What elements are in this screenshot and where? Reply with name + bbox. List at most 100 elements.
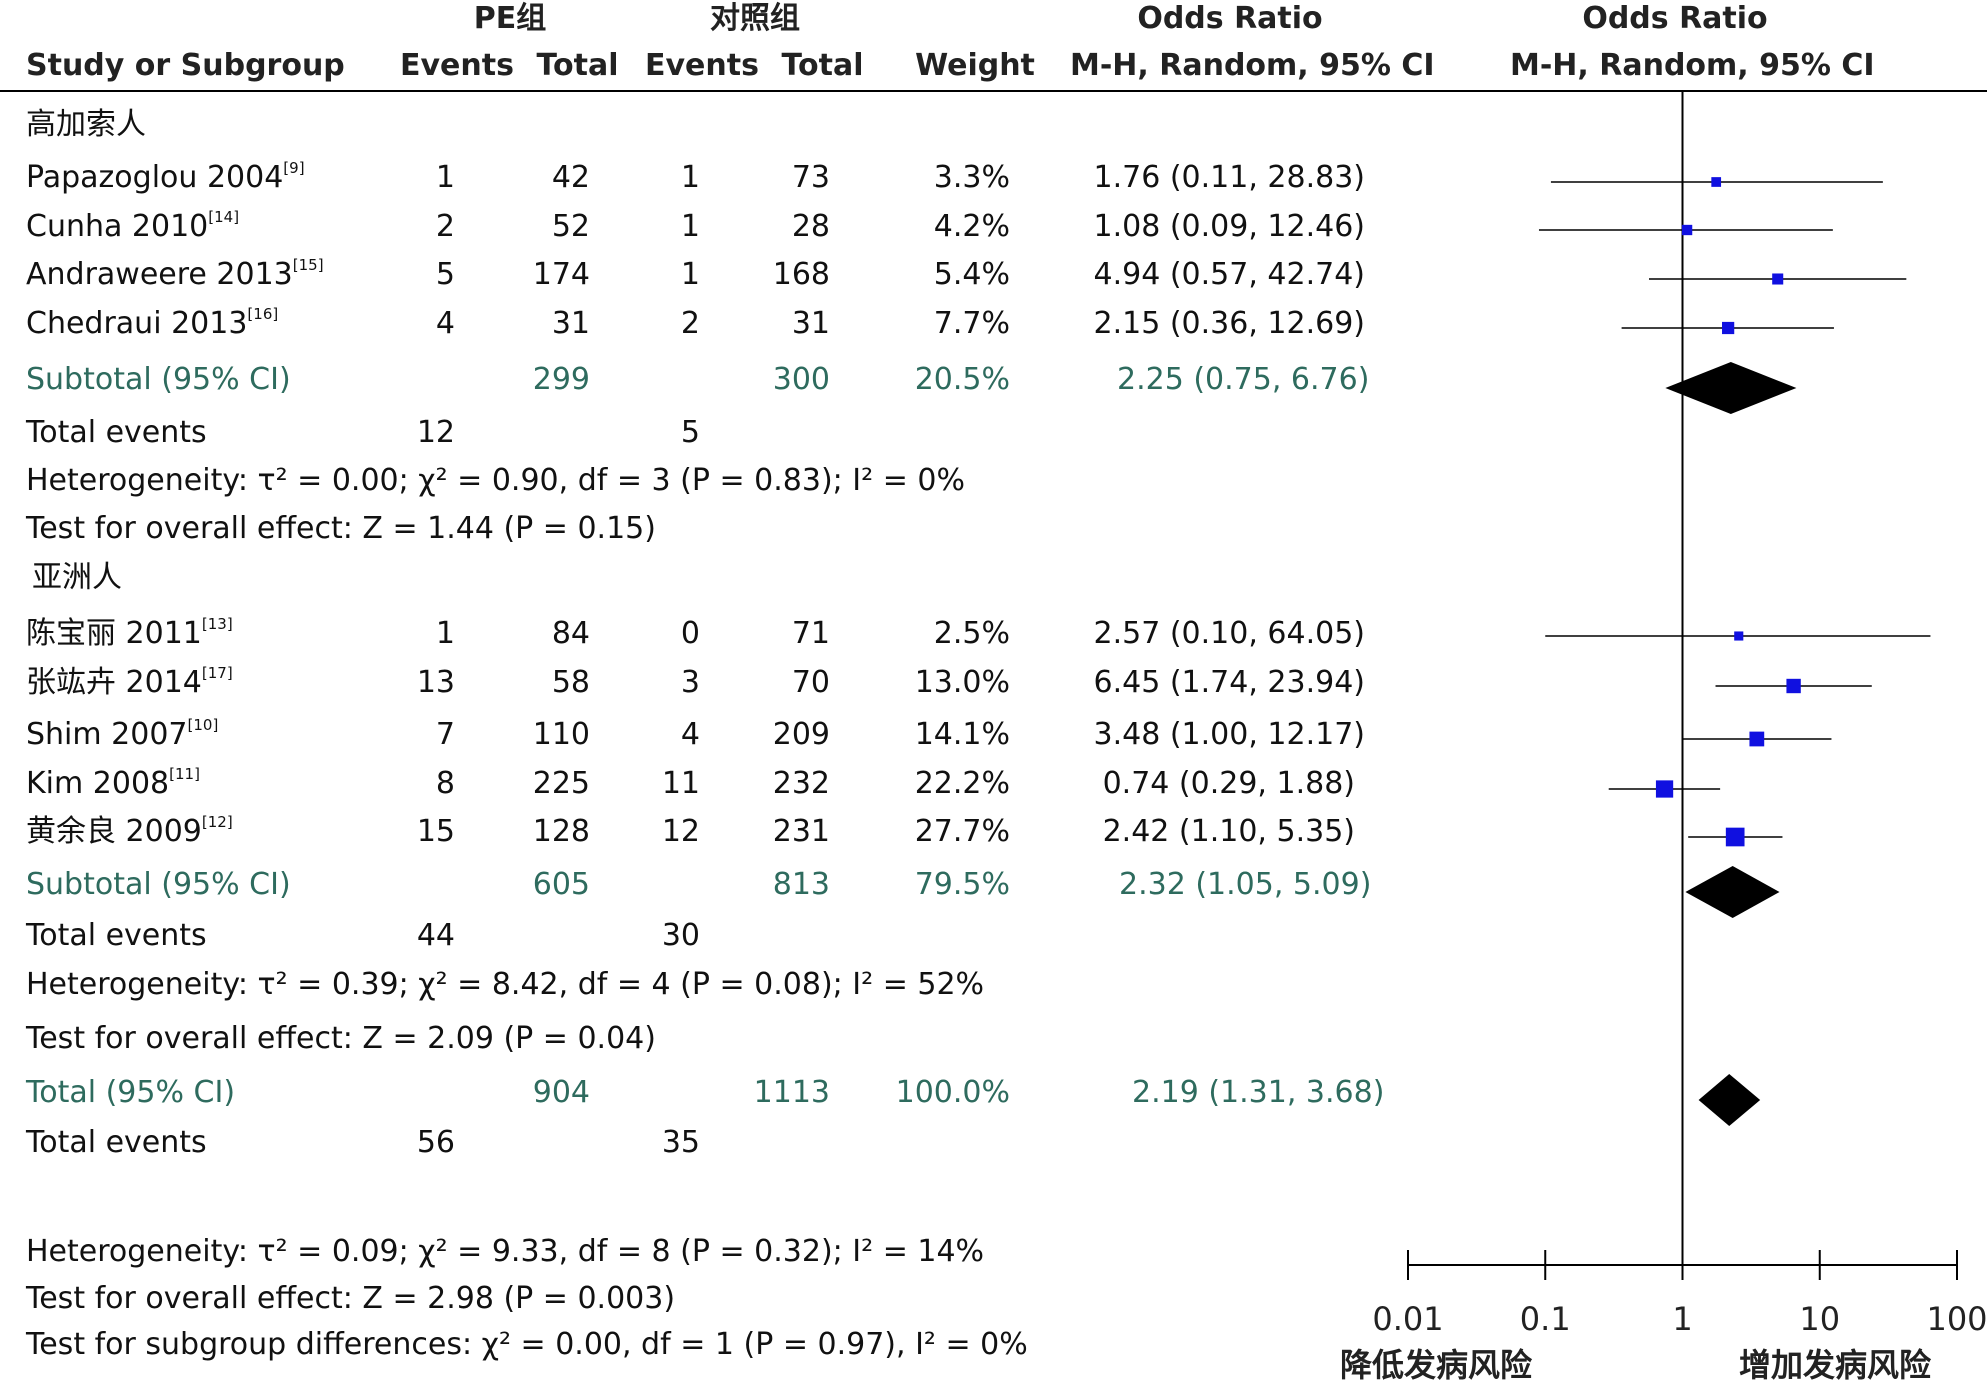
- events-control: 1: [680, 160, 700, 195]
- weight: 3.3%: [933, 160, 1010, 195]
- total-odds-ratio-ci: 2.19 (1.31, 3.68): [1132, 1075, 1385, 1110]
- study-label: Chedraui 2013[16]: [26, 305, 279, 341]
- events-control: 12: [661, 814, 700, 849]
- events-pe: 1: [435, 160, 455, 195]
- total-events-label: Total events: [26, 918, 207, 953]
- subgroup-title: 亚洲人: [32, 560, 122, 595]
- total-pe: 84: [551, 616, 590, 651]
- weight: 2.5%: [933, 616, 1010, 651]
- weight: 5.4%: [933, 257, 1010, 292]
- total-pe: 174: [532, 257, 590, 292]
- total-control: 73: [791, 160, 830, 195]
- study-label: Papazoglou 2004[9]: [26, 159, 305, 195]
- events-control: 0: [680, 616, 700, 651]
- events-control: 1: [680, 209, 700, 244]
- weight: 14.1%: [914, 717, 1010, 752]
- study-label: 陈宝丽 2011[13]: [26, 615, 233, 651]
- total-events-control: 30: [661, 918, 700, 953]
- control-group-header: 对照组: [710, 1, 800, 36]
- total2-header: Total: [781, 48, 864, 83]
- summary-diamond: [1698, 1074, 1761, 1126]
- events-control: 1: [680, 257, 700, 292]
- total-overall-effect-text: Test for overall effect: Z = 2.98 (P = 0…: [26, 1281, 676, 1316]
- total-control: 28: [791, 209, 830, 244]
- total-label: Total (95% CI): [26, 1075, 236, 1110]
- events-pe: 4: [435, 306, 455, 341]
- events-pe: 5: [435, 257, 455, 292]
- study-effect-marker: [1725, 827, 1745, 847]
- total-pe: 42: [551, 160, 590, 195]
- axis-right-label: 增加发病风险: [1739, 1346, 1932, 1382]
- subtotal-odds-ratio-ci: 2.32 (1.05, 5.09): [1119, 867, 1372, 902]
- weight: 4.2%: [933, 209, 1010, 244]
- odds-ratio-ci: 0.74 (0.29, 1.88): [1102, 766, 1355, 801]
- events-control: 4: [680, 717, 700, 752]
- total-events-label: Total events: [26, 1125, 207, 1160]
- total-control: 70: [791, 665, 830, 700]
- total-events-pe: 44: [416, 918, 455, 953]
- study-label: Kim 2008[11]: [26, 765, 200, 801]
- heterogeneity-text: Heterogeneity: τ² = 0.00; χ² = 0.90, df …: [26, 463, 965, 498]
- events-pe: 15: [416, 814, 455, 849]
- x-axis-tick-label: 0.1: [1520, 1300, 1571, 1338]
- study-label: Shim 2007[10]: [26, 716, 219, 752]
- events-pe: 7: [435, 717, 455, 752]
- total-events-control: 35: [661, 1125, 700, 1160]
- subtotal-total-control: 300: [772, 362, 830, 397]
- total-weight: 100.0%: [895, 1075, 1010, 1110]
- odds-ratio-ci: 4.94 (0.57, 42.74): [1093, 257, 1366, 292]
- total-control: 71: [791, 616, 830, 651]
- study-effect-marker: [1734, 631, 1744, 641]
- subtotal-label: Subtotal (95% CI): [26, 362, 291, 397]
- study-effect-marker: [1711, 177, 1722, 187]
- axis-left-label: 降低发病风险: [1340, 1346, 1533, 1382]
- total-events-pe: 12: [416, 415, 455, 450]
- study-label: Cunha 2010[14]: [26, 208, 240, 244]
- heterogeneity-text: Heterogeneity: τ² = 0.39; χ² = 8.42, df …: [26, 967, 985, 1002]
- summary-diamond: [1665, 362, 1797, 414]
- total-control: 31: [791, 306, 830, 341]
- total-control: 232: [772, 766, 830, 801]
- x-axis-tick-label: 10: [1799, 1300, 1840, 1338]
- subgroup-title: 高加索人: [26, 107, 146, 142]
- overall-effect-text: Test for overall effect: Z = 2.09 (P = 0…: [26, 1021, 656, 1056]
- subtotal-weight: 79.5%: [914, 867, 1010, 902]
- total-heterogeneity-text: Heterogeneity: τ² = 0.09; χ² = 9.33, df …: [26, 1234, 985, 1269]
- weight: 27.7%: [914, 814, 1010, 849]
- study-column-header: Study or Subgroup: [26, 48, 345, 83]
- weight: 13.0%: [914, 665, 1010, 700]
- subgroup-differences-text: Test for subgroup differences: χ² = 0.00…: [26, 1327, 1028, 1362]
- x-axis-tick-label: 100: [1926, 1300, 1987, 1338]
- subtotal-odds-ratio-ci: 2.25 (0.75, 6.76): [1117, 362, 1370, 397]
- total-pe: 31: [551, 306, 590, 341]
- events-pe: 13: [416, 665, 455, 700]
- x-axis-tick-label: 1: [1672, 1300, 1692, 1338]
- odds-ratio-ci: 1.08 (0.09, 12.46): [1093, 209, 1366, 244]
- events-pe: 8: [435, 766, 455, 801]
- events-pe: 2: [435, 209, 455, 244]
- total-control: 209: [772, 717, 830, 752]
- study-label: 张竑卉 2014[17]: [26, 664, 233, 700]
- method-header-plot: M-H, Random, 95% CI: [1510, 48, 1875, 83]
- study-label: Andraweere 2013[15]: [26, 256, 324, 292]
- total-pe: 128: [532, 814, 590, 849]
- study-label: 黄余良 2009[12]: [26, 813, 233, 849]
- overall-effect-text: Test for overall effect: Z = 1.44 (P = 0…: [26, 511, 656, 546]
- subtotal-weight: 20.5%: [914, 362, 1010, 397]
- total-events-label: Total events: [26, 415, 207, 450]
- total-pe: 58: [551, 665, 590, 700]
- total-total-pe: 904: [532, 1075, 590, 1110]
- events-control: 3: [680, 665, 700, 700]
- odds-ratio-ci: 1.76 (0.11, 28.83): [1093, 160, 1366, 195]
- x-axis-tick-label: 0.01: [1372, 1300, 1443, 1338]
- total1-header: Total: [536, 48, 619, 83]
- odds-ratio-header-table: Odds Ratio: [1137, 1, 1323, 36]
- subtotal-total-control: 813: [772, 867, 830, 902]
- events-control: 2: [680, 306, 700, 341]
- odds-ratio-header-plot: Odds Ratio: [1582, 1, 1768, 36]
- study-effect-marker: [1749, 731, 1765, 747]
- study-effect-marker: [1722, 321, 1735, 335]
- weight: 7.7%: [933, 306, 1010, 341]
